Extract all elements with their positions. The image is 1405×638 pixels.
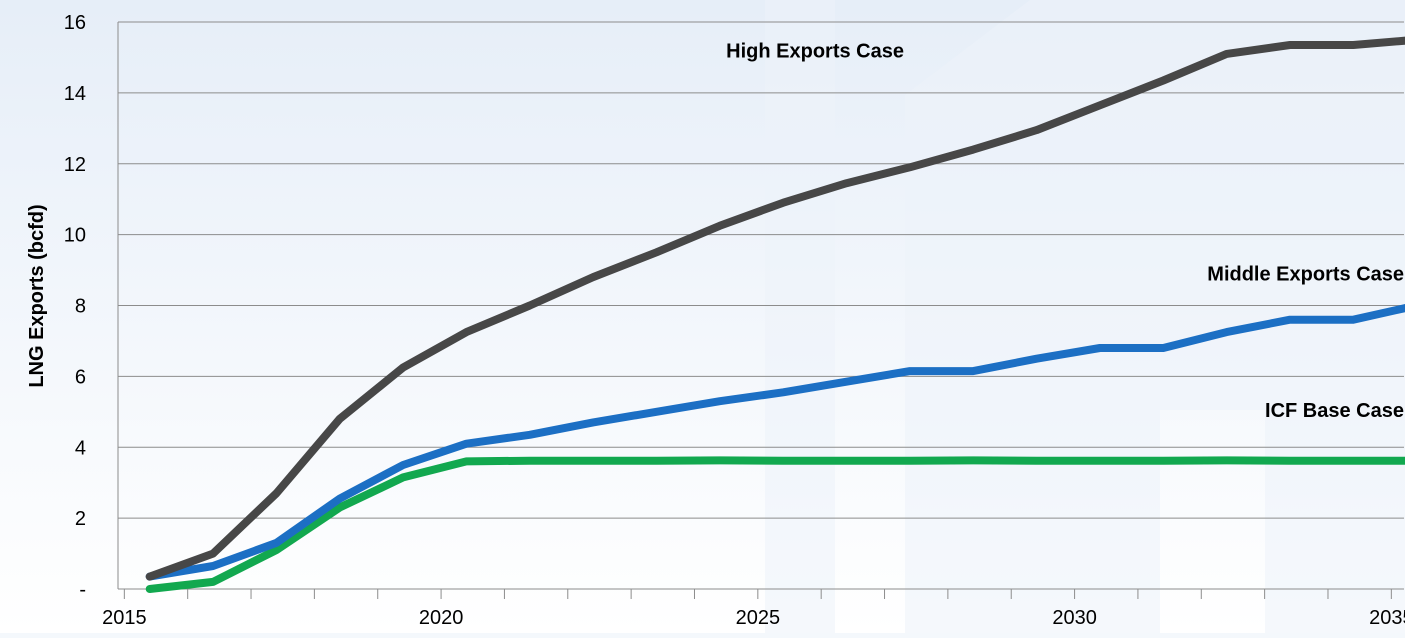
y-tick-label: 6: [75, 366, 86, 388]
y-tick-label: 14: [64, 83, 86, 105]
series-labels: High Exports Case Middle Exports Case ICF …: [726, 40, 1404, 422]
axes: - 2 4 6 8 10 12 14 16 2015 2020 2025 2030 2035: [64, 12, 1405, 629]
series-line-icf-base-case: [145, 456, 1405, 593]
y-tick-label: 10: [64, 225, 86, 247]
y-tick-label: 12: [64, 154, 86, 176]
x-tick-label: 2025: [736, 607, 781, 629]
series-label-high-exports-case: High Exports Case: [726, 40, 904, 62]
x-tick-label: 2035: [1369, 607, 1405, 629]
series-lines: [145, 36, 1405, 593]
y-axis-title: LNG Exports (bcfd): [26, 204, 48, 387]
x-tick-label: 2030: [1052, 607, 1097, 629]
x-tick-label: 2015: [102, 607, 147, 629]
y-tick-label: 16: [64, 12, 86, 34]
y-tick-label: 4: [75, 437, 86, 459]
gridlines: [118, 21, 1404, 519]
x-tick-label: 2020: [419, 607, 464, 629]
y-tick-label: -: [79, 579, 86, 601]
y-tick-label: 8: [75, 296, 86, 318]
series-label-middle-exports-case: Middle Exports Case: [1207, 264, 1404, 286]
series-line-middle-exports-case: [145, 304, 1405, 581]
series-line-high-exports-case: [145, 36, 1405, 581]
watermark: [765, 0, 1405, 633]
y-tick-label: 2: [75, 508, 86, 530]
series-label-icf-base-case: ICF Base Case: [1265, 400, 1404, 422]
